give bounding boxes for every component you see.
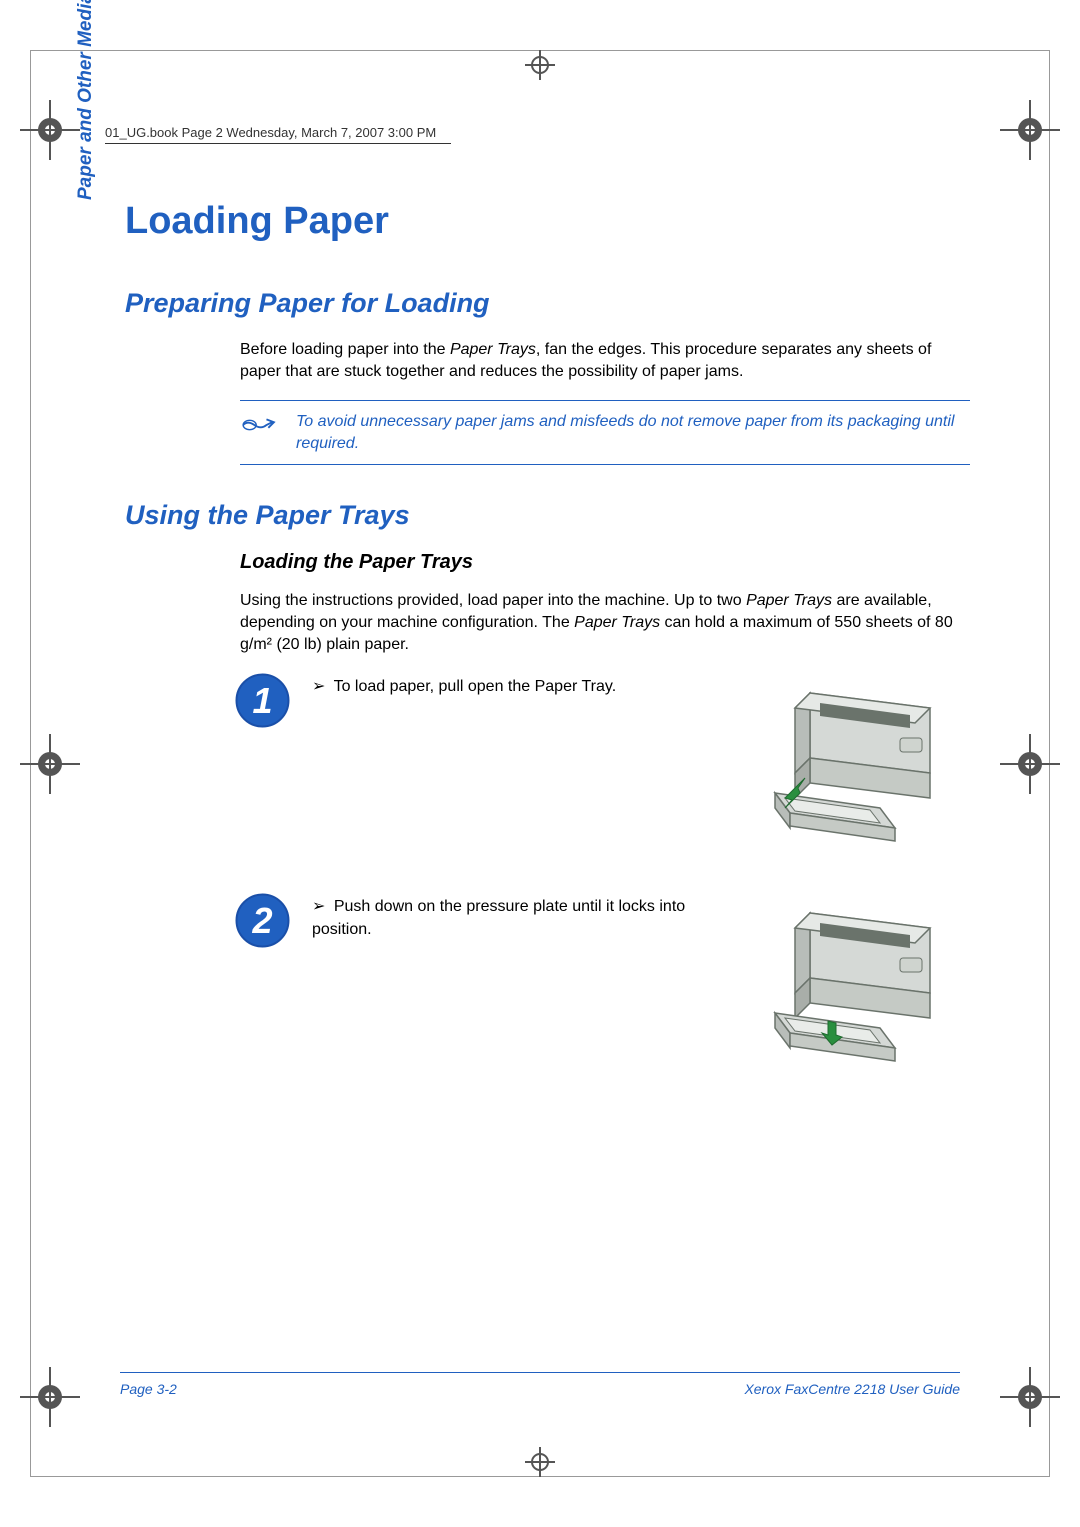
text: .	[612, 678, 616, 695]
step-text: ➢ To load paper, pull open the Paper Tra…	[312, 673, 728, 698]
doc-title: Xerox FaxCentre 2218 User Guide	[744, 1381, 960, 1397]
crop-mark-icon	[20, 100, 80, 160]
content-area: Loading Paper Preparing Paper for Loadin…	[105, 200, 970, 1113]
note-icon	[240, 411, 278, 444]
note-text: To avoid unnecessary paper jams and misf…	[296, 411, 970, 454]
printer-illustration	[750, 893, 970, 1068]
text: Before loading paper into the	[240, 341, 450, 358]
section-heading: Using the Paper Trays	[125, 500, 970, 531]
page-title: Loading Paper	[125, 200, 970, 243]
step-number-badge: 2	[235, 893, 290, 948]
text: Push down on the pressure plate until it…	[312, 898, 685, 937]
crop-mark-icon	[510, 1432, 570, 1492]
crop-mark-icon	[1000, 100, 1060, 160]
crop-mark-icon	[20, 1367, 80, 1427]
step-row: 2 ➢ Push down on the pressure plate unti…	[240, 893, 970, 1068]
text-italic: Paper Trays	[574, 614, 660, 631]
text-italic: Paper Trays	[450, 341, 536, 358]
document-header: 01_UG.book Page 2 Wednesday, March 7, 20…	[105, 125, 451, 144]
crop-mark-icon	[1000, 734, 1060, 794]
page-number: Page 3-2	[120, 1381, 177, 1397]
text-italic: Paper Tray	[535, 678, 612, 695]
step-text: ➢ Push down on the pressure plate until …	[312, 893, 728, 941]
note-block: To avoid unnecessary paper jams and misf…	[240, 400, 970, 465]
page-footer: Page 3-2 Xerox FaxCentre 2218 User Guide	[120, 1372, 960, 1397]
step-row: 1 ➢ To load paper, pull open the Paper T…	[240, 673, 970, 848]
step-number-badge: 1	[235, 673, 290, 728]
crop-mark-icon	[1000, 1367, 1060, 1427]
bullet-icon: ➢	[312, 898, 325, 915]
section-heading: Preparing Paper for Loading	[125, 288, 970, 319]
chapter-tab: Paper and Other Media	[75, 0, 97, 200]
text: To load paper, pull open the	[334, 678, 535, 695]
text-italic: Paper Trays	[746, 592, 832, 609]
svg-text:2: 2	[251, 900, 272, 941]
paragraph: Before loading paper into the Paper Tray…	[240, 339, 970, 382]
printer-illustration	[750, 673, 970, 848]
bullet-icon: ➢	[312, 678, 325, 695]
text: Using the instructions provided, load pa…	[240, 592, 746, 609]
svg-text:1: 1	[252, 680, 272, 721]
subsection-heading: Loading the Paper Trays	[240, 551, 970, 574]
paragraph: Using the instructions provided, load pa…	[240, 590, 970, 655]
crop-mark-icon	[510, 35, 570, 95]
crop-mark-icon	[20, 734, 80, 794]
